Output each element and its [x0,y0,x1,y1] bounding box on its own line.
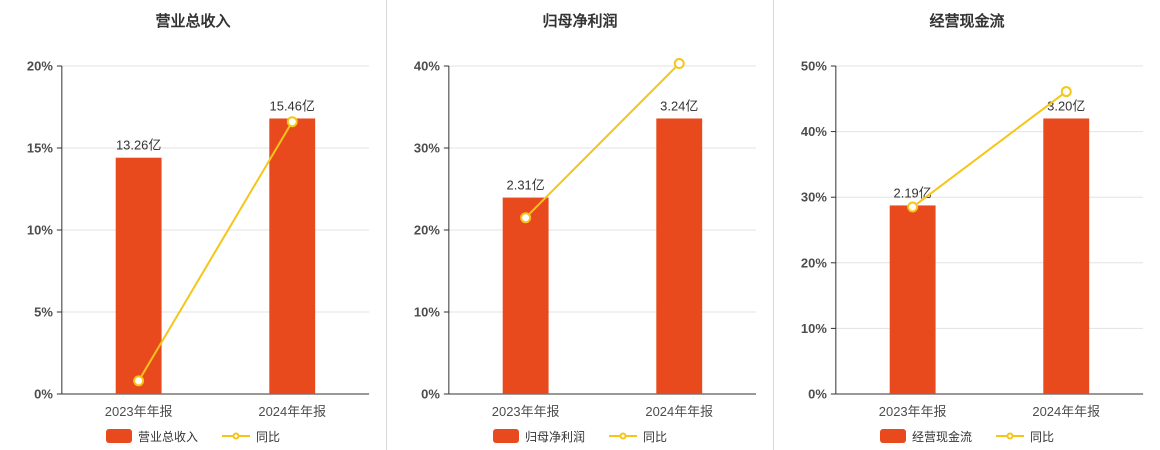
yoy-marker[interactable] [1060,86,1072,98]
line-circle-swatch-icon [609,429,637,443]
yoy-marker[interactable] [133,375,145,387]
gridlines: 0% 10% 20% 30% 40% 50% [801,58,1144,402]
bar-value-label: 3.20亿 [1047,98,1085,113]
chart-title: 营业总收入 [155,13,231,30]
yoy-line [912,90,1067,208]
x-tick-label: 2024年年报 [645,404,713,419]
y-tick-label: 10% [27,222,53,237]
y-tick-label: 40% [414,58,440,73]
chart-canvas-total-revenue: 0% 5% 10% 15% 20% 13.26亿 2023年年报 15.46亿 2024年年报 [27,58,370,419]
y-tick-label: 0% [808,386,827,401]
y-tick-label: 20% [414,222,440,237]
x-tick-label: 2023年年报 [492,404,560,419]
bar-value-label: 2.31亿 [507,178,545,193]
yoy-line [524,62,680,219]
yoy-marker[interactable] [286,116,298,128]
x-tick-label: 2023年年报 [879,404,947,419]
y-tick-label: 15% [27,140,53,155]
chart-title: 归母净利润 [542,13,618,30]
y-tick-label: 50% [801,58,827,73]
bar[interactable] [269,118,316,394]
bar[interactable] [115,157,162,394]
y-tick-label: 30% [801,190,827,205]
legend-label: 经营现金流 [911,429,972,444]
chart-legend: 经营现金流 同比 [774,426,1160,446]
legend-label: 营业总收入 [137,429,198,444]
y-tick-label: 40% [801,124,827,139]
chart-legend: 营业总收入 同比 [0,426,386,446]
y-tick-label: 30% [414,140,440,155]
chart-canvas-net-profit: 0% 10% 20% 30% 40% 2.31亿 2023年年报 3.24亿 2024年年报 [414,58,757,419]
legend-item-yoy[interactable]: 同比 [609,428,667,445]
chart-panel-total-revenue: 营业总收入 0% 5% 10% 15% 20% 13.26亿 2023年年报 15.46亿 20… [0,0,386,450]
y-tick-label: 20% [27,58,53,73]
yoy-marker[interactable] [907,201,919,213]
y-tick-label: 10% [801,321,827,336]
yoy-marker[interactable] [673,58,685,70]
legend-label: 归母净利润 [524,429,585,444]
bar-swatch-icon [879,429,906,443]
bar-swatch-icon [492,429,519,443]
chart-canvas-operating-cash-flow: 0% 10% 20% 30% 40% 50% 2.19亿 2023年年报 3.20亿 2024年年… [801,58,1144,419]
y-tick-label: 10% [414,304,440,319]
chart-panel-operating-cash-flow: 经营现金流 0% 10% 20% 30% 40% 50% 2.19亿 2023年年报 3.20亿… [773,0,1160,450]
yoy-marker[interactable] [520,212,532,224]
y-tick-label: 5% [34,304,53,319]
bar[interactable] [1043,118,1090,394]
x-tick-label: 2024年年报 [1032,404,1100,419]
yoy-line [137,121,294,382]
chart-legend: 归母净利润 同比 [387,426,773,446]
bar-value-label: 3.24亿 [660,98,698,113]
legend-item-yoy[interactable]: 同比 [222,428,280,445]
y-tick-label: 20% [801,255,827,270]
line-circle-swatch-icon [222,429,250,443]
bar-swatch-icon [105,429,132,443]
y-tick-label: 0% [34,386,53,401]
chart-panel-net-profit: 归母净利润 0% 10% 20% 30% 40% 2.31亿 2023年年报 3.24亿 202… [386,0,773,450]
legend-item-yoy[interactable]: 同比 [996,428,1054,445]
bar[interactable] [889,205,936,394]
x-tick-label: 2024年年报 [258,404,326,419]
line-circle-swatch-icon [996,429,1024,443]
gridlines: 0% 5% 10% 15% 20% [27,58,370,402]
bar-value-label: 2.19亿 [894,185,932,200]
legend-item-series[interactable]: 经营现金流 [879,428,972,445]
bar[interactable] [656,118,703,394]
chart-title: 经营现金流 [929,13,1005,30]
bar-value-label: 13.26亿 [116,138,161,153]
x-tick-label: 2023年年报 [105,404,173,419]
legend-item-series[interactable]: 归母净利润 [492,428,585,445]
legend-label: 同比 [256,429,281,444]
bar-value-label: 15.46亿 [270,98,315,113]
bar[interactable] [502,197,549,394]
y-tick-label: 0% [421,386,440,401]
legend-item-series[interactable]: 营业总收入 [105,428,198,445]
legend-label: 同比 [643,429,668,444]
legend-label: 同比 [1030,429,1055,444]
gridlines: 0% 10% 20% 30% 40% [414,58,757,402]
